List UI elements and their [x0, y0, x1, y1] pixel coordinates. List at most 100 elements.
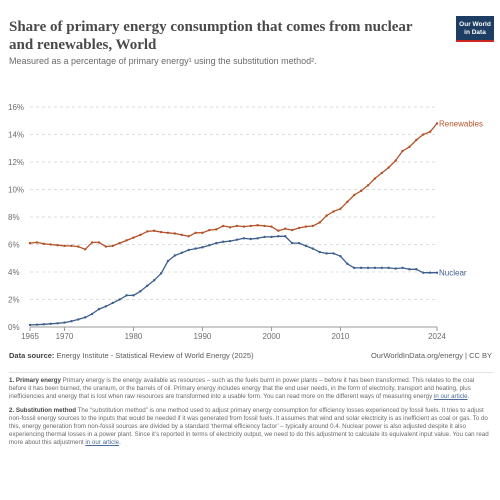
data-point-nuclear[interactable] — [173, 254, 177, 257]
footnote-2-link[interactable]: in our article — [85, 439, 120, 447]
data-source-text[interactable]: Energy Institute - Statistical Review of… — [56, 351, 254, 360]
data-point-renewables[interactable] — [166, 231, 170, 235]
data-point-renewables[interactable] — [408, 145, 411, 149]
data-point-nuclear[interactable] — [284, 235, 287, 238]
data-point-nuclear[interactable] — [242, 237, 246, 240]
data-point-renewables[interactable] — [28, 241, 32, 245]
data-point-renewables[interactable] — [132, 236, 135, 239]
data-point-nuclear[interactable] — [297, 241, 301, 245]
data-point-renewables[interactable] — [173, 232, 177, 235]
data-point-nuclear[interactable] — [201, 246, 204, 249]
data-point-nuclear[interactable] — [346, 262, 349, 265]
data-point-renewables[interactable] — [139, 233, 142, 237]
data-point-renewables[interactable] — [325, 214, 328, 217]
data-point-renewables[interactable] — [104, 245, 108, 248]
data-point-nuclear[interactable] — [304, 244, 308, 248]
data-point-nuclear[interactable] — [56, 322, 59, 325]
data-point-renewables[interactable] — [35, 241, 39, 244]
data-point-renewables[interactable] — [249, 224, 252, 228]
data-point-nuclear[interactable] — [228, 239, 232, 243]
data-point-renewables[interactable] — [256, 224, 259, 227]
data-point-nuclear[interactable] — [401, 266, 404, 270]
data-point-renewables[interactable] — [152, 229, 156, 232]
data-point-renewables[interactable] — [394, 159, 397, 162]
data-point-nuclear[interactable] — [83, 316, 87, 319]
data-point-nuclear[interactable] — [208, 243, 211, 247]
data-point-nuclear[interactable] — [256, 237, 259, 240]
site-link[interactable]: OurWorldInData.org/energy | CC BY — [370, 351, 492, 360]
data-point-renewables[interactable] — [221, 224, 225, 228]
data-point-nuclear[interactable] — [118, 298, 121, 301]
data-point-renewables[interactable] — [228, 226, 232, 229]
data-point-nuclear[interactable] — [394, 267, 397, 270]
data-point-renewables[interactable] — [373, 177, 377, 180]
data-point-nuclear[interactable] — [332, 252, 335, 255]
data-point-nuclear[interactable] — [387, 266, 390, 270]
data-point-nuclear[interactable] — [146, 284, 149, 287]
data-point-nuclear[interactable] — [249, 237, 252, 241]
data-point-nuclear[interactable] — [111, 301, 114, 305]
data-point-renewables[interactable] — [235, 224, 239, 228]
data-point-nuclear[interactable] — [325, 252, 328, 255]
data-point-renewables[interactable] — [97, 241, 101, 244]
data-point-renewables[interactable] — [194, 231, 197, 235]
data-point-nuclear[interactable] — [366, 266, 370, 270]
data-point-renewables[interactable] — [401, 149, 404, 153]
data-point-renewables[interactable] — [290, 228, 294, 232]
footnote-1-link[interactable]: in our article — [433, 393, 468, 401]
data-point-nuclear[interactable] — [187, 248, 190, 252]
data-point-renewables[interactable] — [339, 207, 342, 210]
data-point-renewables[interactable] — [366, 184, 370, 187]
data-point-renewables[interactable] — [49, 243, 52, 246]
data-point-nuclear[interactable] — [290, 241, 294, 245]
data-point-renewables[interactable] — [270, 225, 273, 228]
data-point-nuclear[interactable] — [132, 294, 135, 297]
data-point-nuclear[interactable] — [70, 320, 73, 323]
data-point-nuclear[interactable] — [139, 290, 142, 293]
data-point-nuclear[interactable] — [90, 312, 94, 316]
data-point-nuclear[interactable] — [235, 238, 239, 241]
data-point-nuclear[interactable] — [359, 266, 363, 270]
data-point-nuclear[interactable] — [428, 271, 432, 274]
data-point-nuclear[interactable] — [215, 241, 218, 245]
data-point-nuclear[interactable] — [277, 235, 280, 238]
data-point-nuclear[interactable] — [49, 322, 52, 326]
data-point-nuclear[interactable] — [152, 279, 156, 282]
data-point-renewables[interactable] — [353, 193, 356, 197]
data-point-renewables[interactable] — [215, 228, 218, 231]
data-point-nuclear[interactable] — [97, 307, 101, 311]
series-line-renewables[interactable] — [29, 123, 438, 250]
data-point-nuclear[interactable] — [42, 323, 45, 326]
data-point-nuclear[interactable] — [77, 318, 80, 321]
data-point-nuclear[interactable] — [353, 266, 356, 270]
data-point-renewables[interactable] — [125, 239, 128, 242]
data-point-nuclear[interactable] — [221, 240, 225, 243]
data-point-renewables[interactable] — [415, 138, 418, 142]
data-point-renewables[interactable] — [42, 242, 45, 246]
data-point-nuclear[interactable] — [194, 247, 197, 250]
data-point-nuclear[interactable] — [270, 235, 273, 239]
data-point-renewables[interactable] — [387, 166, 390, 169]
data-point-renewables[interactable] — [380, 171, 384, 175]
data-point-renewables[interactable] — [180, 233, 183, 237]
data-point-renewables[interactable] — [304, 225, 308, 228]
data-point-nuclear[interactable] — [435, 271, 439, 274]
data-point-renewables[interactable] — [263, 224, 266, 228]
data-point-renewables[interactable] — [111, 244, 114, 248]
data-point-renewables[interactable] — [146, 230, 149, 233]
data-point-nuclear[interactable] — [318, 250, 321, 254]
data-point-renewables[interactable] — [90, 241, 94, 244]
data-point-renewables[interactable] — [118, 241, 121, 245]
data-point-renewables[interactable] — [208, 228, 211, 232]
data-point-renewables[interactable] — [359, 189, 363, 193]
data-point-nuclear[interactable] — [35, 323, 39, 326]
data-point-renewables[interactable] — [242, 225, 246, 228]
data-point-renewables[interactable] — [159, 230, 163, 234]
data-point-nuclear[interactable] — [28, 323, 32, 327]
data-point-renewables[interactable] — [187, 235, 190, 238]
data-point-renewables[interactable] — [422, 133, 425, 136]
data-point-renewables[interactable] — [311, 224, 315, 228]
data-point-nuclear[interactable] — [180, 251, 183, 254]
data-point-nuclear[interactable] — [422, 271, 425, 274]
data-point-renewables[interactable] — [297, 226, 301, 230]
